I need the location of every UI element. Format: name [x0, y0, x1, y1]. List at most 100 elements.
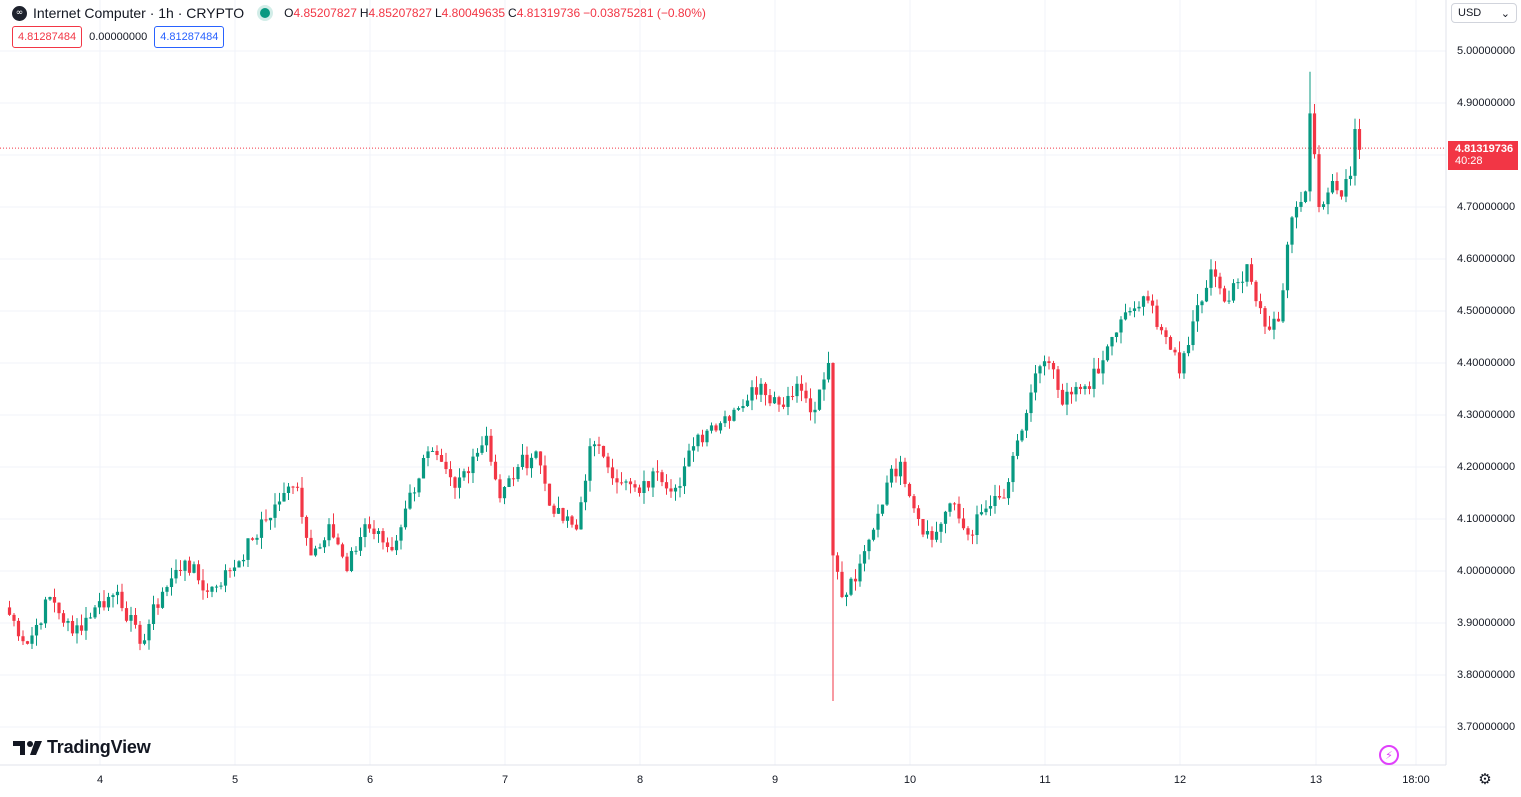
candle-up [1200, 301, 1204, 306]
candle-down [1276, 318, 1281, 322]
candle-up [259, 519, 264, 538]
candle-up [1236, 282, 1240, 284]
candle-up [948, 503, 952, 512]
candle-up [210, 586, 214, 592]
candle-down [345, 556, 349, 571]
candle-up [745, 400, 750, 407]
candle-up [1195, 305, 1200, 322]
candle-up [696, 434, 700, 447]
candle-down [439, 455, 444, 462]
candle-up [1074, 386, 1078, 395]
candle-down [102, 601, 106, 608]
candle-up [93, 607, 97, 618]
candle-down [660, 472, 664, 483]
candle-up [169, 578, 174, 588]
candle-down [187, 560, 192, 573]
candle-up [412, 492, 417, 494]
candle-up [687, 450, 691, 467]
candle-down [1222, 288, 1227, 302]
candle-down [610, 467, 615, 479]
candle-up [984, 508, 988, 513]
candle-up [750, 387, 754, 401]
candle-down [606, 456, 610, 468]
candle-up [1281, 290, 1285, 322]
candle-up [709, 425, 714, 431]
candle-up [417, 478, 421, 493]
candle-down [79, 625, 84, 631]
candle-down [291, 486, 295, 488]
candle-up [925, 531, 930, 535]
candle-down [1096, 368, 1101, 374]
candle-up [795, 383, 799, 397]
candle-down [835, 555, 840, 572]
currency-select[interactable]: USD ⌄ [1451, 3, 1517, 23]
candle-down [1254, 281, 1258, 302]
candle-up [1348, 175, 1353, 180]
candle-down [570, 516, 574, 525]
candle-up [759, 383, 763, 395]
price-tick-label: 4.10000000 [1457, 513, 1516, 525]
candle-up [255, 537, 259, 540]
candle-up [246, 538, 250, 560]
lightning-icon[interactable]: ⚡ [1379, 745, 1399, 765]
buy-price-button[interactable]: 4.81287484 [154, 26, 225, 48]
candle-up [66, 621, 70, 623]
candle-up [1330, 181, 1335, 193]
candle-up [1285, 244, 1290, 291]
candle-up [174, 569, 178, 579]
candle-up [430, 450, 435, 452]
candle-down [799, 383, 804, 391]
ohlc-high: H4.85207827 [359, 6, 432, 20]
candle-up [705, 430, 709, 443]
candle-up [142, 640, 147, 644]
candle-up [1245, 264, 1249, 282]
candle-up [394, 540, 399, 551]
candle-up [786, 395, 790, 407]
candle-up [871, 529, 876, 540]
gear-icon[interactable]: ⚙ [1478, 771, 1492, 788]
candle-down [1173, 349, 1177, 353]
candle-up [75, 625, 79, 634]
candle-down [228, 570, 232, 572]
candle-down [916, 508, 921, 519]
candle-up [358, 537, 363, 551]
candle-down [538, 451, 543, 466]
candle-down [16, 620, 21, 637]
candle-down [250, 538, 255, 540]
candle-up [813, 409, 817, 413]
candle-down [1312, 113, 1317, 155]
bar-countdown: 40:28 [1455, 155, 1483, 167]
candle-down [912, 496, 916, 509]
candle-down [21, 636, 25, 642]
candle-up [151, 604, 156, 625]
candle-up [403, 508, 408, 528]
sell-price-button[interactable]: 4.81287484 [12, 26, 83, 48]
candle-up [939, 523, 943, 532]
candle-down [601, 445, 606, 457]
candle-up [1308, 113, 1312, 192]
candle-up [1353, 129, 1357, 176]
symbol-legend: ∞ Internet Computer · 1h · CRYPTO O4.852… [12, 4, 709, 22]
candle-down [1258, 301, 1263, 309]
market-status-icon[interactable] [260, 8, 271, 18]
candle-down [930, 531, 934, 540]
candle-down [340, 544, 345, 557]
candle-down [444, 461, 448, 470]
candle-up [471, 456, 475, 474]
tradingview-logo[interactable]: TradingView [13, 737, 151, 758]
candle-down [628, 481, 633, 485]
candle-up [318, 547, 322, 549]
candle-up [192, 564, 196, 573]
candle-up [642, 481, 646, 493]
candle-up [1092, 368, 1096, 389]
candle-down [372, 528, 376, 534]
time-tick-label: 12 [1173, 774, 1187, 786]
symbol-title[interactable]: Internet Computer · 1h · CRYPTO [33, 5, 245, 21]
candle-up [286, 486, 291, 493]
candle-down [493, 461, 498, 480]
infinity-icon: ∞ [12, 5, 27, 21]
candle-up [651, 471, 655, 488]
candle-up [579, 502, 583, 530]
candle-up [1182, 353, 1186, 374]
